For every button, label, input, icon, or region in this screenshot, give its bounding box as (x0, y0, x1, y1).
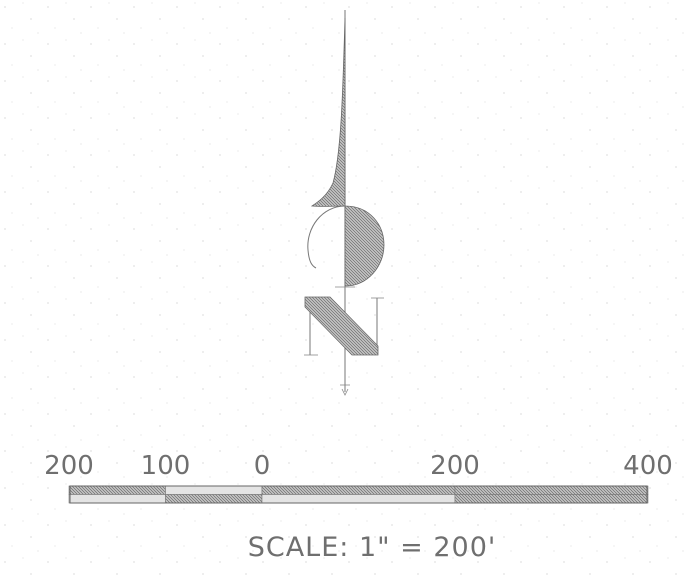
scale-segment-upper (261, 485, 456, 495)
scale-bar-outline (69, 485, 648, 504)
north-arrow-icon (304, 10, 385, 396)
scale-segment-upper (165, 485, 263, 495)
scale-segment-upper (68, 485, 166, 495)
scale-tick-label: 400 (623, 451, 673, 481)
scale-caption: SCALE: 1" = 200' (248, 532, 497, 563)
scale-bar: 200 100 0 200 400 SCALE: 1" = 200' (44, 451, 673, 563)
north-arrow-spire (310, 17, 346, 207)
scale-tick-labels: 200 100 0 200 400 (44, 451, 673, 481)
scale-segments (68, 485, 649, 504)
scale-segment-lower (454, 494, 649, 504)
scale-tick-label: 0 (254, 451, 271, 481)
scale-segment-lower (165, 494, 263, 504)
scale-segment-lower (261, 494, 456, 504)
scale-tick-label: 200 (44, 451, 94, 481)
north-arrow-half-disc (344, 205, 385, 287)
scale-segment-lower (68, 494, 166, 504)
north-letter-icon (304, 296, 384, 356)
scale-tick-label: 100 (141, 451, 191, 481)
scale-tick-label: 200 (430, 451, 480, 481)
north-arrow-left-arc (307, 205, 346, 269)
scale-segment-upper (454, 485, 649, 495)
